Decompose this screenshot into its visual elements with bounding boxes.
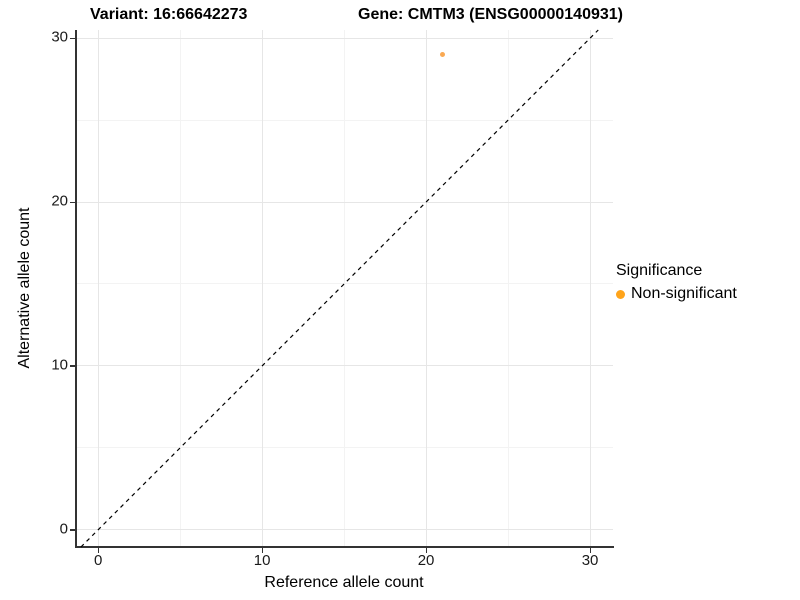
gridline-major-horizontal [76, 365, 613, 367]
gridline-major-horizontal [76, 37, 613, 39]
scatter-point [439, 52, 445, 58]
gridline-minor-vertical [179, 30, 181, 547]
x-axis-line [75, 546, 614, 548]
y-axis-line [75, 30, 77, 548]
plot-title-gene: Gene: CMTM3 (ENSG00000140931) [358, 6, 623, 23]
x-tick-label: 0 [93, 552, 103, 569]
x-tick-mark [425, 548, 428, 553]
x-tick-mark [261, 548, 264, 553]
gridline-major-vertical [97, 30, 99, 547]
x-tick-mark [589, 548, 592, 553]
x-tick-label: 10 [253, 552, 271, 569]
y-tick-label: 0 [59, 520, 68, 538]
gridline-minor-horizontal [76, 119, 613, 121]
legend-item-label: Non-significant [631, 285, 737, 302]
y-tick-mark [70, 201, 75, 204]
gridline-major-vertical [425, 30, 427, 547]
y-tick-label: 20 [51, 192, 68, 210]
x-tick-label: 20 [417, 552, 435, 569]
y-tick-label: 10 [51, 356, 68, 374]
gridline-minor-horizontal [76, 283, 613, 285]
x-axis-title: Reference allele count [264, 574, 424, 591]
y-tick-label: 30 [51, 28, 68, 46]
legend-item-non-significant: Non-significant [616, 285, 737, 303]
x-tick-mark [97, 548, 100, 553]
x-tick-label: 30 [581, 552, 599, 569]
legend-title: Significance [616, 262, 703, 279]
plot-title-variant: Variant: 16:66642273 [90, 6, 248, 23]
gridline-major-vertical [261, 30, 263, 547]
gridline-minor-vertical [507, 30, 509, 547]
y-tick-mark [70, 529, 75, 531]
gridline-major-horizontal [76, 529, 613, 531]
legend-key-dot-icon [616, 289, 625, 299]
y-tick-mark [70, 365, 75, 367]
y-tick-mark [70, 37, 75, 40]
gridline-major-horizontal [76, 201, 613, 203]
gridline-minor-vertical [343, 30, 345, 547]
gridline-major-vertical [589, 30, 591, 547]
legend: Significance Non-significant [616, 262, 737, 303]
